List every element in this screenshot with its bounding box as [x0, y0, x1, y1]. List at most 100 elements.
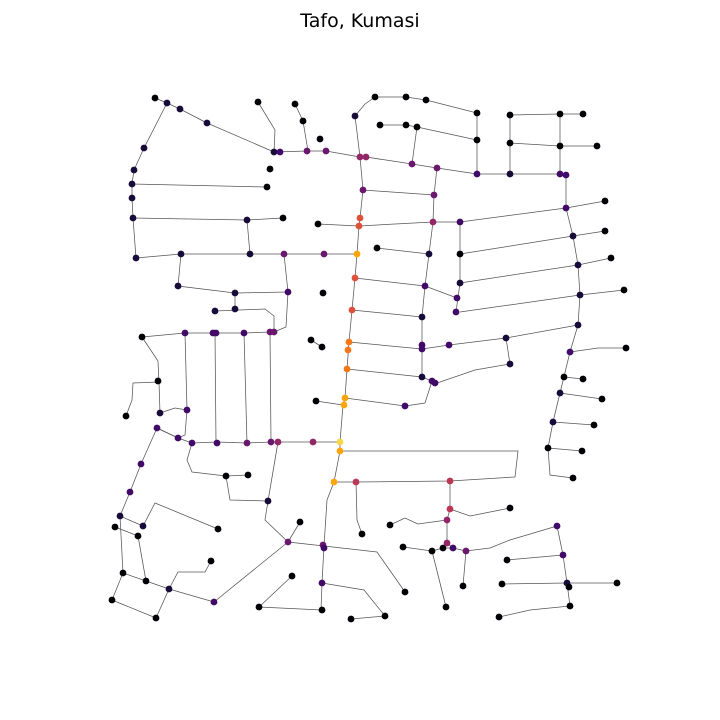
intersection-node	[274, 438, 282, 446]
intersection-node	[163, 99, 171, 107]
street-edge	[354, 277, 458, 299]
street-edge	[375, 96, 478, 114]
intersection-node	[556, 170, 564, 178]
intersection-node	[129, 214, 137, 222]
street-edge	[243, 332, 248, 444]
intersection-node	[299, 117, 307, 125]
street-edge	[362, 189, 435, 196]
street-edge	[559, 392, 603, 400]
intersection-node	[188, 439, 196, 447]
street-edge	[141, 331, 274, 338]
street-edge	[125, 381, 160, 417]
street-edge	[264, 441, 325, 547]
street-edge	[214, 332, 217, 444]
street-edge	[556, 525, 571, 607]
intersection-node	[134, 532, 142, 540]
intersection-node	[574, 321, 582, 329]
street-edge	[321, 582, 386, 620]
intersection-node	[128, 180, 136, 188]
intersection-node	[358, 530, 366, 538]
intersection-node	[246, 250, 254, 258]
intersection-node	[452, 308, 460, 316]
intersection-node	[556, 389, 564, 397]
intersection-node	[408, 160, 416, 168]
intersection-node	[336, 447, 344, 455]
intersection-node	[174, 434, 182, 442]
intersection-node	[153, 424, 161, 432]
street-edge	[154, 97, 275, 153]
intersection-node	[462, 547, 470, 555]
intersection-node	[579, 110, 587, 118]
intersection-node	[433, 164, 441, 172]
intersection-node	[181, 329, 189, 337]
street-edge	[411, 126, 418, 165]
street-edge	[168, 560, 212, 590]
intersection-node	[431, 379, 439, 387]
street-edge	[569, 347, 626, 353]
intersection-node	[362, 153, 370, 161]
street-edge	[547, 447, 583, 452]
street-edge	[509, 142, 597, 147]
street-edge	[355, 481, 363, 535]
intersection-node	[126, 488, 134, 496]
intersection-node	[222, 472, 230, 480]
intersection-node	[560, 373, 568, 381]
intersection-node	[270, 328, 278, 336]
intersection-node	[401, 402, 409, 410]
intersection-node	[402, 121, 410, 129]
intersection-node	[601, 197, 609, 205]
intersection-node	[565, 583, 573, 591]
street-edge	[269, 331, 272, 443]
intersection-node	[351, 274, 359, 282]
intersection-node	[336, 438, 344, 446]
street-edge	[273, 253, 289, 333]
intersection-node	[132, 254, 140, 262]
intersection-node	[473, 109, 481, 117]
intersection-node	[446, 477, 454, 485]
intersection-node	[425, 250, 433, 258]
intersection-node	[381, 612, 389, 620]
street-edge	[348, 324, 579, 350]
intersection-node	[128, 194, 136, 202]
intersection-node	[279, 214, 287, 222]
intersection-node	[562, 171, 570, 179]
intersection-node	[254, 98, 262, 106]
street-edge	[459, 289, 625, 313]
intersection-node	[312, 397, 320, 405]
intersection-node	[343, 365, 351, 373]
street-edge	[159, 407, 188, 414]
intersection-node	[213, 439, 221, 447]
intersection-node	[418, 313, 426, 321]
intersection-node	[111, 523, 119, 531]
intersection-node	[318, 343, 326, 351]
intersection-node	[562, 204, 570, 212]
intersection-node	[459, 582, 467, 590]
intersection-node	[579, 375, 587, 383]
intersection-node	[622, 344, 630, 352]
intersection-node	[549, 418, 557, 426]
intersection-node	[207, 557, 215, 565]
street-edge	[449, 507, 511, 517]
street-edge	[498, 605, 571, 618]
intersection-node	[456, 279, 464, 287]
intersection-node	[413, 123, 421, 131]
intersection-node	[288, 572, 296, 580]
intersection-node	[356, 153, 364, 161]
intersection-node	[430, 191, 438, 199]
street-edge	[225, 475, 269, 502]
intersection-node	[439, 544, 447, 552]
intersection-node	[601, 227, 609, 235]
intersection-node	[399, 543, 407, 551]
intersection-node	[263, 183, 271, 191]
street-edge	[258, 575, 293, 608]
intersection-node	[569, 232, 577, 240]
street-edge	[459, 230, 606, 255]
street-edge	[547, 175, 581, 449]
intersection-node	[174, 282, 182, 290]
intersection-node	[211, 307, 219, 315]
intersection-node	[442, 603, 450, 611]
intersection-node	[231, 289, 239, 297]
intersection-node	[556, 110, 564, 118]
intersection-node	[373, 244, 381, 252]
